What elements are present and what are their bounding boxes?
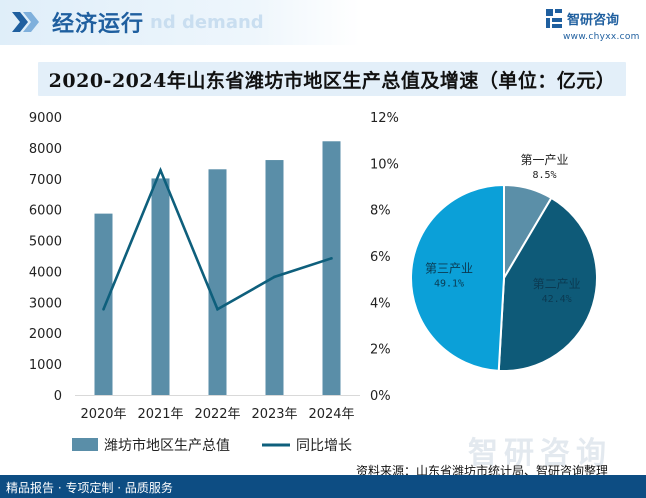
y-left-tick-label: 9000 [29, 111, 62, 126]
pie-slice-label: 第二产业 [533, 277, 581, 291]
y-right-tick-label: 6% [370, 250, 391, 265]
y-left-tick-label: 0 [54, 389, 62, 404]
bar-line-chart: 0 1000 2000 3000 4000 5000 6000 7000 8000 9000 0% 2… [29, 111, 399, 454]
y-left-tick-label: 6000 [29, 204, 62, 219]
footer-slogan: 精品报告 · 专项定制 · 品质服务 [6, 481, 173, 495]
bar-1 [151, 178, 170, 395]
y-left-tick-label: 7000 [29, 173, 62, 188]
growth-point-4 [330, 257, 333, 260]
chart-title: 2020-2024年山东省潍坊市地区生产总值及增速（单位：亿元） [48, 70, 616, 92]
y-right-tick-label: 10% [370, 157, 399, 172]
pie-slice-value: 49.1% [434, 278, 464, 289]
y-right-tick-label: 8% [370, 204, 391, 219]
data-source: 资料来源：山东省潍坊市统计局、智研咨询整理 [356, 464, 609, 478]
footer-watermark: 智研咨询 [468, 436, 612, 471]
pie-slice-1 [497, 196, 598, 372]
pie-slice-label: 第三产业 [425, 261, 473, 275]
legend-bar-swatch [72, 438, 98, 451]
y-left-tick-label: 1000 [29, 358, 62, 373]
pie-slice-2 [410, 183, 505, 372]
bar-2 [208, 169, 227, 395]
chart-title-bar: 2020-2024年山东省潍坊市地区生产总值及增速（单位：亿元） [38, 62, 626, 96]
section-title: 经济运行 [52, 11, 145, 37]
growth-point-3 [273, 275, 276, 279]
header-watermark: nd demand [150, 12, 264, 33]
x-tick-label: 2020年 [80, 407, 126, 422]
y-left-tick-label: 8000 [29, 142, 62, 157]
footer-bar: 精品报告 · 专项定制 · 品质服务 [0, 475, 646, 498]
header: nd demand 经济运行 [0, 0, 646, 45]
y-left-tick-label: 5000 [29, 235, 62, 250]
y-right-tick-label: 4% [370, 296, 391, 311]
growth-point-0 [102, 307, 105, 311]
y-left-tick-label: 2000 [29, 327, 62, 342]
x-tick-label: 2021年 [137, 407, 183, 422]
double-chevron-icon [12, 12, 39, 32]
x-tick-label: 2023年 [251, 407, 297, 422]
brand-name: 智研咨询 [567, 13, 620, 28]
pie-slice-label: 第一产业 [520, 153, 568, 167]
pie-chart: 第一产业 8.5% 第二产业 42.4% 第三产业 49.1% [410, 153, 598, 372]
pie-slice-value: 8.5% [532, 170, 556, 181]
legend-line-label: 同比增长 [296, 438, 352, 454]
legend-bar-label: 潍坊市地区生产总值 [104, 437, 230, 454]
bar-0 [94, 213, 113, 395]
header-accent [0, 0, 360, 45]
bar-4 [322, 141, 341, 395]
brand: 智研咨询 www.chyxx.com [545, 8, 645, 48]
growth-point-1 [159, 168, 162, 172]
brand-logo-icon [546, 9, 562, 28]
x-tick-label: 2022年 [194, 407, 240, 422]
y-right-tick-label: 2% [370, 343, 391, 358]
y-right-tick-label: 0% [370, 389, 391, 404]
x-tick-label: 2024年 [308, 407, 354, 422]
y-left-tick-label: 3000 [29, 296, 62, 311]
y-left-tick-label: 4000 [29, 265, 62, 280]
growth-point-2 [216, 307, 219, 311]
brand-url: www.chyxx.com [563, 32, 640, 42]
y-right-tick-label: 12% [370, 111, 399, 126]
pie-slice-value: 42.4% [542, 294, 572, 305]
